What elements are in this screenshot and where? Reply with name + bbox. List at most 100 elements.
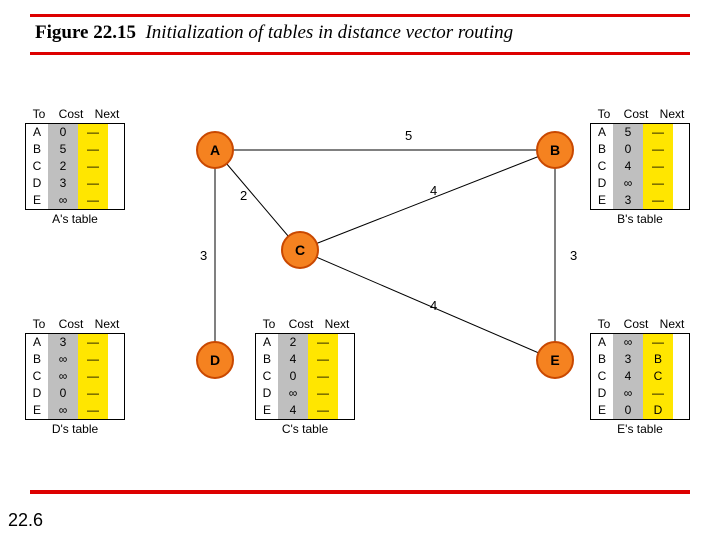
table-header: Cost: [618, 315, 654, 333]
table-header: To: [25, 315, 53, 333]
table-cell: —: [308, 385, 338, 402]
node-label-A: A: [210, 142, 220, 158]
table-cell: C: [256, 368, 278, 385]
routing-table-C: ToCostNextABCDE240∞4—————C's table: [255, 315, 355, 436]
table-cell: C: [26, 158, 48, 175]
table-caption: B's table: [590, 212, 690, 226]
edge-A-C: [215, 150, 300, 250]
table-cell: 3: [48, 175, 78, 192]
edge-weight-B-C: 4: [430, 183, 437, 198]
table-cell: 2: [278, 334, 308, 351]
table-cell: —: [78, 351, 108, 368]
table-cell: —: [643, 192, 673, 209]
node-label-B: B: [550, 142, 560, 158]
table-cell: —: [78, 158, 108, 175]
node-label-E: E: [550, 352, 559, 368]
routing-table-A: ToCostNextABCDE0523∞—————A's table: [25, 105, 125, 226]
table-header: To: [25, 105, 53, 123]
table-cell: —: [308, 334, 338, 351]
table-cell: ∞: [278, 385, 308, 402]
table-caption: D's table: [25, 422, 125, 436]
table-cell: A: [591, 334, 613, 351]
routing-table-B: ToCostNextABCDE504∞3—————B's table: [590, 105, 690, 226]
table-cell: A: [591, 124, 613, 141]
table-header: To: [590, 105, 618, 123]
table-cell: C: [643, 368, 673, 385]
table-header: Cost: [283, 315, 319, 333]
table-cell: B: [256, 351, 278, 368]
figure-caption: Figure 22.15 Initialization of tables in…: [35, 22, 513, 44]
table-cell: 3: [613, 192, 643, 209]
table-header: Next: [319, 315, 355, 333]
table-cell: D: [643, 402, 673, 419]
routing-table-E: ToCostNextABCDE∞34∞0—BC—DE's table: [590, 315, 690, 436]
node-label-D: D: [210, 352, 220, 368]
table-caption: A's table: [25, 212, 125, 226]
table-cell: 0: [613, 402, 643, 419]
table-cell: B: [26, 351, 48, 368]
table-cell: 4: [613, 158, 643, 175]
table-cell: A: [256, 334, 278, 351]
table-cell: 3: [48, 334, 78, 351]
table-cell: —: [308, 368, 338, 385]
table-cell: E: [591, 402, 613, 419]
table-cell: ∞: [613, 385, 643, 402]
table-cell: ∞: [48, 192, 78, 209]
table-cell: 4: [613, 368, 643, 385]
table-cell: E: [591, 192, 613, 209]
routing-table-D: ToCostNextABCDE3∞∞0∞—————D's table: [25, 315, 125, 436]
table-cell: 5: [48, 141, 78, 158]
node-label-C: C: [295, 242, 305, 258]
table-cell: —: [78, 334, 108, 351]
table-cell: D: [591, 385, 613, 402]
edge-weight-C-E: 4: [430, 298, 437, 313]
page-number: 22.6: [8, 510, 43, 531]
edge-weight-A-C: 2: [240, 188, 247, 203]
table-cell: 0: [48, 124, 78, 141]
table-header: Next: [89, 105, 125, 123]
table-cell: —: [643, 385, 673, 402]
table-cell: —: [78, 192, 108, 209]
table-cell: —: [78, 385, 108, 402]
table-cell: B: [591, 141, 613, 158]
table-cell: ∞: [613, 334, 643, 351]
table-cell: 4: [278, 351, 308, 368]
table-cell: 0: [613, 141, 643, 158]
table-cell: 3: [613, 351, 643, 368]
top-rule: [30, 14, 690, 17]
table-cell: C: [591, 368, 613, 385]
table-cell: —: [308, 402, 338, 419]
table-header: Next: [654, 105, 690, 123]
table-header: To: [255, 315, 283, 333]
caption-rule: [30, 52, 690, 55]
table-cell: —: [643, 141, 673, 158]
table-cell: B: [26, 141, 48, 158]
table-cell: 5: [613, 124, 643, 141]
table-caption: E's table: [590, 422, 690, 436]
table-header: Cost: [53, 105, 89, 123]
table-cell: D: [26, 175, 48, 192]
table-cell: B: [643, 351, 673, 368]
table-cell: A: [26, 124, 48, 141]
table-cell: ∞: [613, 175, 643, 192]
table-cell: —: [643, 175, 673, 192]
bottom-rule: [30, 490, 690, 494]
table-header: Next: [654, 315, 690, 333]
edge-weight-A-D: 3: [200, 248, 207, 263]
table-cell: 4: [278, 402, 308, 419]
table-cell: 2: [48, 158, 78, 175]
figure-title: Initialization of tables in distance vec…: [145, 22, 513, 43]
table-cell: D: [26, 385, 48, 402]
table-cell: —: [643, 334, 673, 351]
diagram-area: 523434ABCDE ToCostNextABCDE0523∞—————A's…: [25, 105, 695, 465]
table-cell: 0: [48, 385, 78, 402]
edge-B-C: [300, 150, 555, 250]
edge-weight-B-E: 3: [570, 248, 577, 263]
table-cell: D: [256, 385, 278, 402]
table-cell: ∞: [48, 351, 78, 368]
table-cell: ∞: [48, 368, 78, 385]
figure-label: Figure 22.15: [35, 22, 136, 43]
table-cell: —: [643, 158, 673, 175]
table-cell: —: [78, 141, 108, 158]
table-cell: —: [78, 368, 108, 385]
